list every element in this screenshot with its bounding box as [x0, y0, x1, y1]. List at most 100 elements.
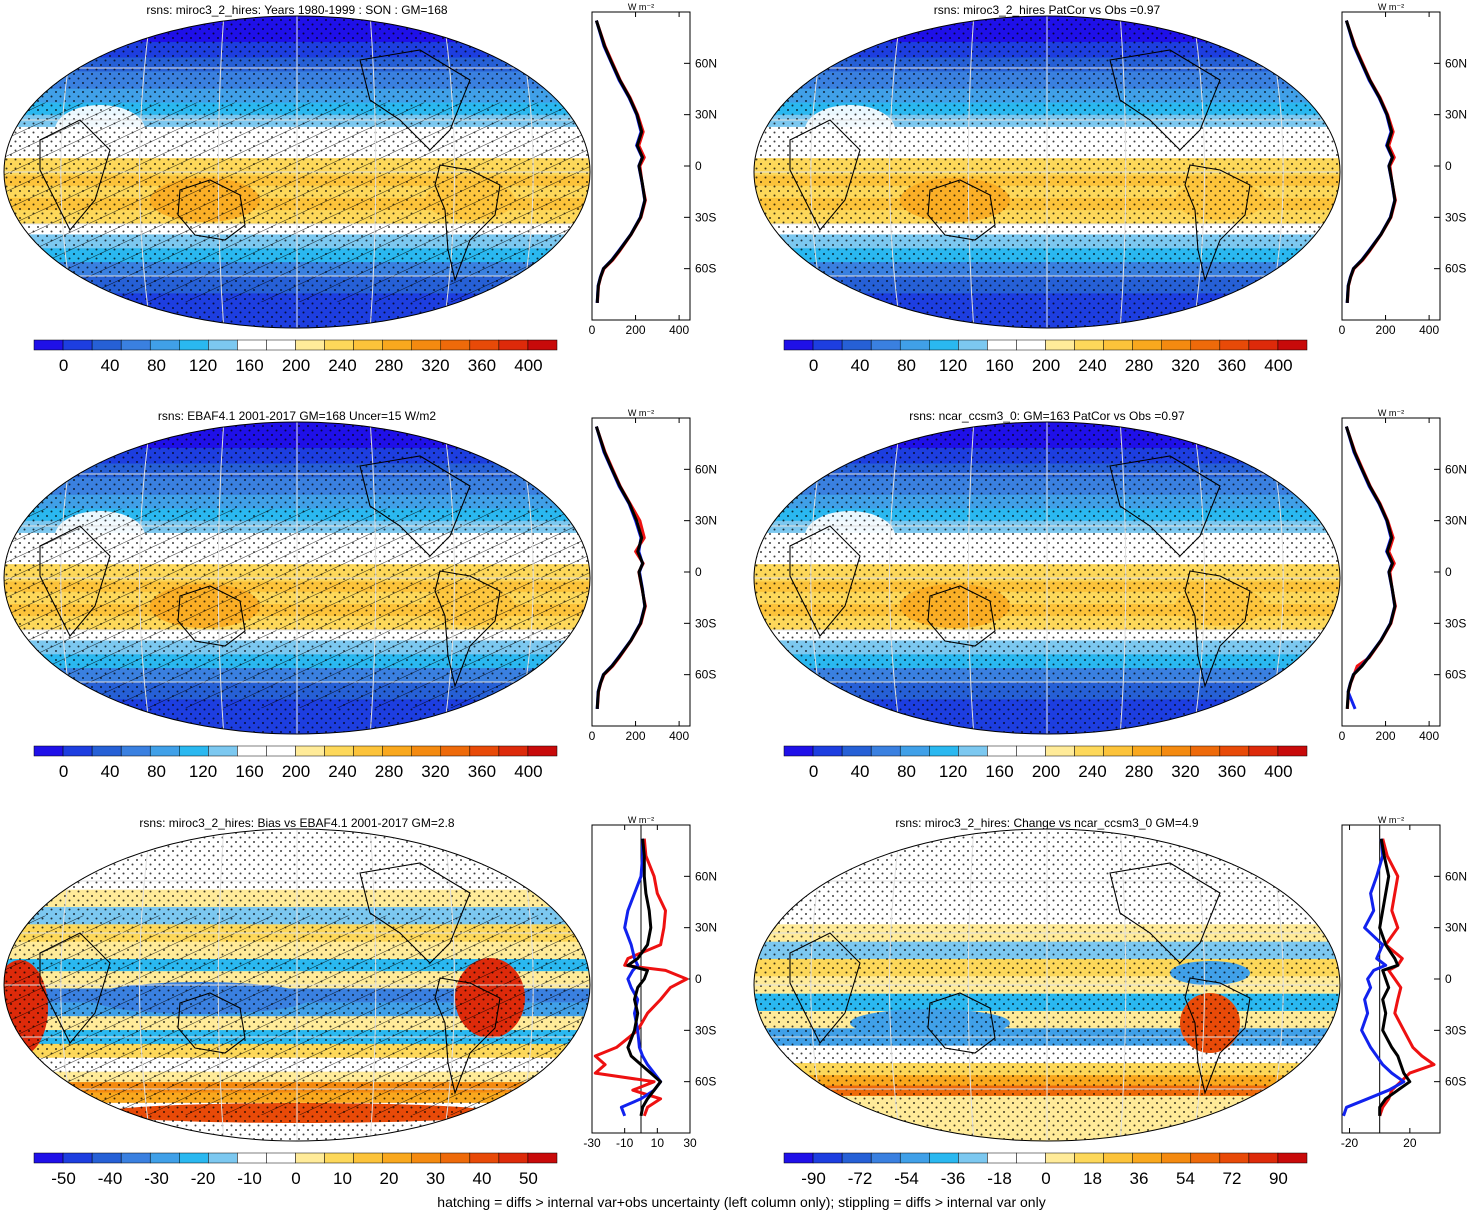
map-border [3, 421, 591, 735]
colorbar-tick-label: 36 [1130, 1169, 1149, 1188]
profile-ytick-label: 0 [1445, 159, 1452, 173]
colorbar-tick-label: 18 [1083, 1169, 1102, 1188]
colorbar-swatch [324, 1152, 354, 1164]
colorbar-tick-label: 40 [472, 1169, 491, 1188]
colorbar-swatch [382, 745, 412, 757]
colorbar: 0 40 80 120 160 200 240 280 320 360 400 [783, 339, 1308, 375]
coastline-north-america [1109, 455, 1221, 557]
meridian [217, 829, 225, 1141]
panel-3: rsns: EBAF4.1 2001-2017 GM=168 Uncer=15 … [3, 408, 717, 781]
colorbar-tick-label: -50 [51, 1169, 76, 1188]
colorbar-tick-label: 120 [939, 762, 967, 781]
colorbar-tick-label: 0 [1041, 1169, 1050, 1188]
colorbar-swatch [1016, 745, 1046, 757]
colorbar-swatch [899, 745, 930, 757]
colorbar-tick-label: 360 [1218, 356, 1246, 375]
map-border [753, 421, 1341, 735]
profile-ytick-label: 60N [1445, 56, 1467, 70]
colorbar-swatch [1016, 1152, 1046, 1164]
graticule [754, 829, 1340, 1141]
profile-ytick-label: 60S [695, 262, 716, 276]
map-field [754, 16, 1340, 328]
profile-line-black [1344, 20, 1397, 303]
profile-unit: W m⁻² [1378, 408, 1404, 418]
colorbar-swatch [237, 339, 267, 351]
profile-xtick-label: 30 [683, 1136, 697, 1150]
meridian [1119, 829, 1127, 1141]
colorbar-swatch [324, 339, 354, 351]
colorbar-swatch [1132, 1152, 1162, 1164]
colorbar-swatch [498, 339, 529, 351]
colorbar-swatch [149, 745, 180, 757]
colorbar-tick-label: 280 [375, 356, 403, 375]
colorbar-swatch [527, 339, 558, 351]
colorbar-tick-label: -90 [801, 1169, 826, 1188]
colorbar-swatch [527, 745, 558, 757]
colorbar-swatch [1277, 745, 1308, 757]
profile-line-blue [1342, 838, 1406, 1117]
profile-ytick-label: 30N [695, 514, 717, 528]
coastlines [789, 455, 1251, 688]
colorbar-swatch [411, 339, 442, 351]
map-field [4, 422, 590, 734]
profile-ytick-label: 0 [695, 159, 702, 173]
profile-xtick-label: 200 [626, 323, 646, 337]
profile-xtick-label: 0 [1339, 729, 1346, 743]
colorbar-swatch [870, 745, 901, 757]
map-field [754, 422, 1340, 734]
hatching [4, 915, 590, 1115]
profile-ytick-label: 30S [695, 616, 716, 630]
colorbar-swatch [353, 339, 383, 351]
coastline-australia [927, 992, 996, 1054]
colorbar-swatch [1190, 745, 1221, 757]
colorbar-tick-label: 400 [514, 762, 542, 781]
colorbar-tick-label: -18 [987, 1169, 1012, 1188]
colorbar-tick-label: -40 [98, 1169, 123, 1188]
profile-ytick-label: 60N [695, 56, 717, 70]
colorbar-swatch [91, 1152, 122, 1164]
colorbar-swatch [266, 745, 296, 757]
coastline-africa [39, 932, 111, 1044]
colorbar-tick-label: -10 [237, 1169, 262, 1188]
profile-xtick-label: 400 [1419, 323, 1439, 337]
colorbar-swatch [1248, 339, 1279, 351]
coastline-south-america [434, 570, 501, 688]
map-border [3, 828, 591, 1142]
profile-xtick-label: 200 [1376, 729, 1396, 743]
colorbar-swatch [179, 745, 209, 757]
profile-ytick-label: 30N [695, 108, 717, 122]
colorbar-tick-label: 240 [1078, 356, 1106, 375]
colorbar-swatch [841, 745, 872, 757]
profile-xtick-label: 0 [589, 323, 596, 337]
colorbar-tick-label: 30 [426, 1169, 445, 1188]
colorbar-swatch [1103, 745, 1133, 757]
colorbar-tick-label: 280 [1125, 762, 1153, 781]
colorbar-tick-label: 240 [328, 762, 356, 781]
colorbar-tick-label: 160 [235, 762, 263, 781]
panel-5: rsns: miroc3_2_hires: Bias vs EBAF4.1 20… [3, 815, 717, 1188]
coastline-south-america [434, 977, 501, 1095]
colorbar-swatch [91, 339, 122, 351]
colorbar-tick-label: 0 [291, 1169, 300, 1188]
colorbar-swatch [33, 339, 64, 351]
colorbar-swatch [899, 339, 930, 351]
colorbar-swatch [469, 745, 500, 757]
zonal-profile: 0 200 400 W m⁻² 60N 30N 0 30S 60S [589, 2, 717, 337]
colorbar-swatch [208, 339, 238, 351]
meridian [443, 829, 455, 1141]
profile-unit: W m⁻² [1378, 815, 1404, 825]
meridian [369, 16, 377, 328]
colorbar-tick-label: 80 [147, 356, 166, 375]
colorbar-tick-label: -72 [848, 1169, 873, 1188]
colorbar-tick-label: 80 [897, 762, 916, 781]
coastline-australia [927, 585, 996, 647]
colorbar-swatch [1190, 339, 1221, 351]
colorbar-swatch [208, 1152, 238, 1164]
colorbar-tick-label: 240 [328, 356, 356, 375]
graticule [754, 16, 1340, 328]
colorbar-swatch [1190, 1152, 1221, 1164]
colorbar-swatch [1161, 1152, 1192, 1164]
colorbar-swatch [1161, 745, 1192, 757]
colorbar-swatch [1045, 745, 1075, 757]
hatching [4, 508, 590, 708]
